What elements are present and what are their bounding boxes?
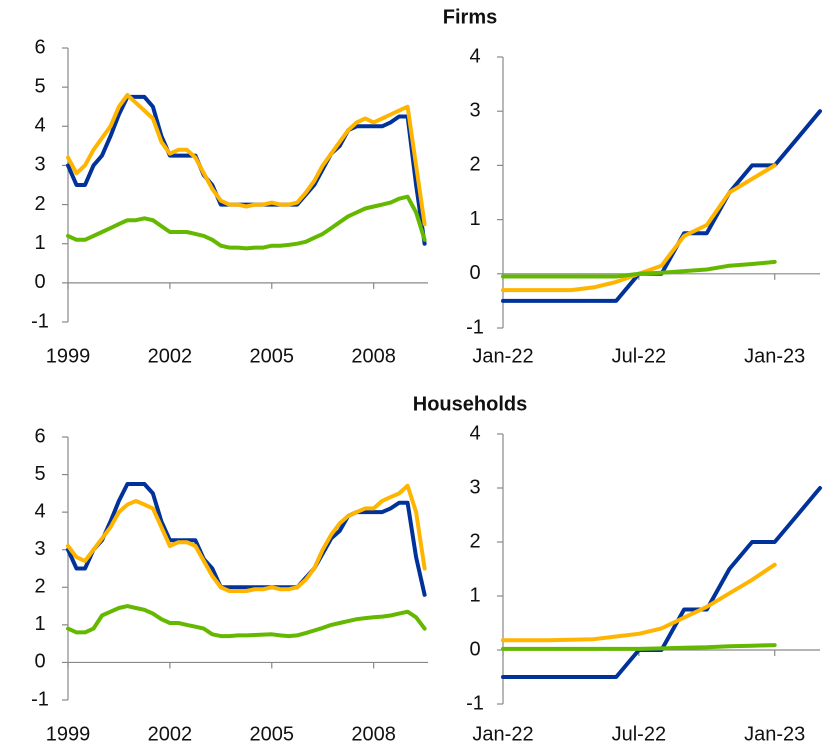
y-tick-label: 2 [469, 530, 480, 552]
y-tick-label: 3 [469, 476, 480, 498]
y-tick-label: 6 [34, 425, 45, 447]
series-line [66, 194, 427, 251]
y-tick-label: 2 [34, 576, 45, 598]
y-tick-label: 0 [34, 651, 45, 673]
y-tick-label: 1 [469, 208, 480, 230]
y-tick-label: 5 [34, 463, 45, 485]
x-tick-label: 2008 [351, 723, 396, 745]
y-tick-label: 3 [34, 154, 45, 176]
y-tick-label: 3 [34, 538, 45, 560]
y-tick-label: 4 [469, 45, 480, 67]
x-tick-label: 2002 [148, 723, 193, 745]
y-tick-label: 1 [469, 584, 480, 606]
y-tick-label: 6 [34, 36, 45, 58]
y-tick-label: 4 [469, 422, 480, 444]
x-tick-label: 1999 [46, 723, 91, 745]
y-tick-label: 4 [34, 115, 45, 137]
series-line [66, 483, 427, 593]
y-tick-label: 2 [34, 193, 45, 215]
x-tick-label: Jan-23 [744, 345, 805, 367]
x-tick-label: 2008 [351, 345, 396, 367]
series-line [66, 93, 427, 227]
y-tick-label: 4 [34, 500, 45, 522]
x-tick-label: 2005 [250, 723, 295, 745]
y-tick-label: -1 [31, 310, 49, 332]
y-tick-label: -1 [466, 692, 484, 714]
y-tick-label: 5 [34, 75, 45, 97]
y-tick-label: 0 [469, 638, 480, 660]
section-title: Households [413, 393, 527, 415]
series-line [501, 643, 777, 651]
section-title: Firms [443, 6, 497, 28]
x-tick-label: Jan-23 [744, 723, 805, 745]
y-tick-label: 2 [469, 154, 480, 176]
y-tick-label: 3 [469, 99, 480, 121]
x-tick-label: 2002 [148, 345, 193, 367]
y-tick-label: -1 [31, 688, 49, 710]
x-tick-label: 2005 [250, 345, 295, 367]
x-tick-label: Jul-22 [612, 345, 666, 367]
x-tick-label: Jan-22 [472, 723, 533, 745]
y-tick-label: -1 [466, 316, 484, 338]
series-line [66, 482, 427, 597]
y-tick-label: 1 [34, 613, 45, 635]
series-line [501, 259, 777, 279]
x-tick-label: 1999 [46, 345, 91, 367]
x-tick-label: Jan-22 [472, 345, 533, 367]
series-line [501, 562, 777, 643]
y-tick-label: 0 [34, 271, 45, 293]
y-tick-label: 0 [469, 262, 480, 284]
y-tick-label: 1 [34, 232, 45, 254]
x-tick-label: Jul-22 [612, 723, 666, 745]
series-line [66, 604, 427, 639]
